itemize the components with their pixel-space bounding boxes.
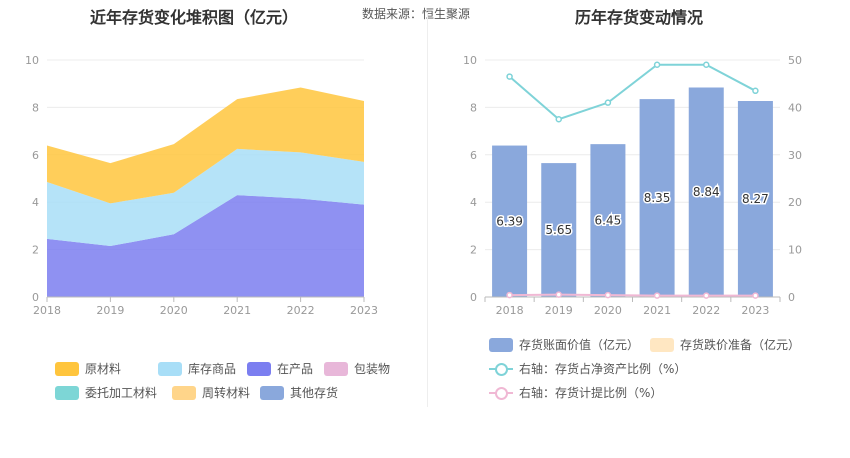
- right-legend-item[interactable]: 右轴：存货占净资产比例（%）: [489, 360, 686, 377]
- line-point-3: [604, 291, 612, 299]
- left-x-tick-label: 2020: [160, 304, 188, 317]
- left-x-tick-label: 2018: [33, 304, 61, 317]
- line-point-2: [752, 87, 759, 95]
- right-y2-tick-label: 30: [788, 149, 802, 162]
- line-series-2: [508, 63, 756, 121]
- line-point-2: [653, 61, 661, 68]
- legend-swatch: [247, 361, 271, 376]
- left-y-tick-label: 0: [32, 291, 39, 304]
- left-legend-item[interactable]: 委托加工材料: [55, 384, 157, 401]
- legend-label: 其他存货: [290, 386, 339, 400]
- right-bar-line-chart: 0 2 4 6 8 10 0 10 20 30 40 50 6.39 5.65 6.45 8.35 8.84 8.…: [463, 54, 802, 317]
- bar-data-label: 6.45: [595, 214, 622, 228]
- right-legend-item[interactable]: 右轴：存货计提比例（%）: [489, 384, 662, 401]
- left-y-tick-label: 6: [32, 149, 39, 162]
- book-value-bar: [688, 87, 724, 297]
- bar-data-label: 8.35: [644, 191, 671, 205]
- right-y2-tick-label: 50: [788, 54, 802, 67]
- right-x-tick-label: 2022: [692, 304, 720, 317]
- left-legend-item[interactable]: 包装物: [324, 360, 390, 377]
- left-y-tick-label: 2: [32, 244, 39, 257]
- legend-swatch: [172, 385, 196, 400]
- right-x-tick-label: 2019: [545, 304, 573, 317]
- left-chart-title: 近年存货变化堆积图（亿元）: [90, 8, 299, 27]
- legend-label: 存货账面价值（亿元）: [519, 338, 640, 352]
- left-area-series-0: [47, 195, 364, 297]
- line-point-3: [555, 291, 562, 298]
- right-legend-item[interactable]: 存货账面价值（亿元）: [489, 336, 639, 353]
- line-point-2: [703, 61, 710, 68]
- legend-swatch: [55, 385, 79, 400]
- legend-swatch: [489, 337, 513, 352]
- book-value-bar: [737, 101, 773, 297]
- right-y-tick-label: 8: [470, 101, 477, 114]
- right-x-tick-label: 2020: [594, 304, 622, 317]
- left-y-tick-label: 10: [25, 54, 39, 67]
- right-y-tick-label: 4: [470, 196, 477, 209]
- line-point-3: [506, 291, 513, 299]
- right-y-tick-label: 0: [470, 291, 477, 304]
- book-value-bar: [590, 144, 626, 297]
- book-value-bar: [541, 163, 577, 297]
- left-legend-item[interactable]: 其他存货: [260, 384, 338, 401]
- right-y-tick-label: 6: [470, 149, 477, 162]
- left-y-tick-label: 8: [32, 101, 39, 114]
- right-x-tick-label: 2018: [496, 304, 524, 317]
- right-y-tick-label: 10: [463, 54, 477, 67]
- bar-data-label: 6.39: [496, 214, 523, 228]
- book-value-bar: [492, 145, 528, 297]
- legend-label: 原材料: [85, 362, 122, 376]
- right-y-tick-label: 2: [470, 244, 477, 257]
- left-area-series-2: [47, 87, 364, 204]
- legend-swatch: [260, 385, 284, 400]
- left-x-tick-label: 2023: [350, 304, 378, 317]
- line-point-2: [555, 116, 562, 123]
- left-x-tick-label: 2022: [287, 304, 315, 317]
- left-x-tick-label: 2021: [223, 304, 251, 317]
- right-x-tick-label: 2023: [741, 304, 769, 317]
- legend-label: 右轴：存货计提比例（%）: [519, 386, 663, 400]
- line-point-2: [506, 73, 513, 80]
- line-point-2: [604, 99, 612, 106]
- line-point-3: [752, 292, 759, 299]
- right-x-tick-label: 2021: [643, 304, 671, 317]
- data-source: 数据来源：恒生聚源: [362, 7, 471, 21]
- legend-swatch: [55, 361, 79, 376]
- right-chart-title: 历年存货变动情况: [575, 8, 704, 27]
- left-legend-item[interactable]: 原材料: [55, 360, 121, 377]
- right-y2-tick-label: 20: [788, 196, 802, 209]
- legend-label: 在产品: [277, 362, 314, 376]
- right-y2-tick-label: 10: [788, 244, 802, 257]
- bar-data-label: 8.27: [742, 192, 769, 206]
- bar-data-label: 8.84: [693, 185, 720, 199]
- line-point-3: [653, 292, 661, 299]
- legend-swatch: [324, 361, 348, 376]
- book-value-bar: [639, 99, 675, 297]
- line-point-3: [703, 292, 710, 299]
- left-area-series-1: [47, 148, 364, 247]
- legend-swatch: [489, 386, 513, 400]
- left-legend-item[interactable]: 库存商品: [158, 360, 236, 377]
- legend-label: 周转材料: [202, 386, 251, 400]
- legend-label: 存货跌价准备（亿元）: [680, 338, 801, 352]
- legend-label: 委托加工材料: [85, 386, 158, 400]
- legend-label: 右轴：存货占净资产比例（%）: [519, 362, 687, 376]
- left-stacked-area-chart: 0 2 4 6 8 10 2018 2019 2020 2021 2022 2023: [25, 54, 378, 317]
- left-x-tick-label: 2019: [96, 304, 124, 317]
- left-legend-item[interactable]: 在产品: [247, 360, 313, 377]
- left-y-tick-label: 4: [32, 196, 39, 209]
- bar-data-label: 5.65: [545, 223, 572, 237]
- legend-label: 包装物: [354, 362, 391, 376]
- legend-label: 库存商品: [188, 362, 237, 376]
- legend-swatch: [650, 337, 674, 352]
- right-y2-tick-label: 0: [788, 291, 795, 304]
- right-y2-tick-label: 40: [788, 101, 802, 114]
- legend-swatch: [489, 362, 513, 376]
- line-series-3: [509, 293, 756, 297]
- legend-swatch: [158, 361, 182, 376]
- panel-divider: [427, 12, 428, 407]
- right-legend-item[interactable]: 存货跌价准备（亿元）: [650, 336, 800, 353]
- left-legend-item[interactable]: 周转材料: [172, 384, 250, 401]
